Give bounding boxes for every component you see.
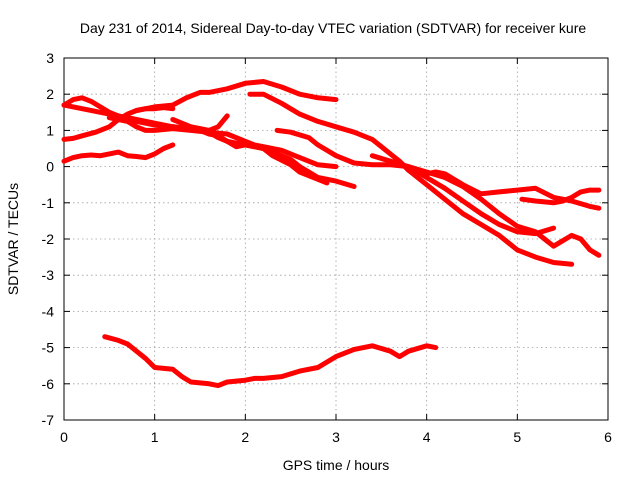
y-tick-label: 3 <box>46 50 54 66</box>
x-tick-label: 1 <box>151 429 159 445</box>
series-line-track-7 <box>170 113 230 133</box>
series-line-track-6 <box>134 79 339 113</box>
x-tick-label: 3 <box>332 429 340 445</box>
y-tick-label: -4 <box>42 303 55 319</box>
x-tick-label: 5 <box>513 429 521 445</box>
y-tick-label: -6 <box>42 376 55 392</box>
y-tick-label: -2 <box>42 231 55 247</box>
series-group <box>61 79 602 389</box>
grid <box>64 58 608 420</box>
y-tick-label: -3 <box>42 267 55 283</box>
y-tick-label: -7 <box>42 412 55 428</box>
series-line-track-12 <box>519 187 602 206</box>
series-line-track-2 <box>61 142 176 164</box>
y-tick-label: 1 <box>46 122 54 138</box>
y-tick-label: -5 <box>42 340 55 356</box>
y-axis-label: SDTVAR / TECUs <box>5 183 21 295</box>
y-tick-label: 0 <box>46 159 54 175</box>
x-tick-label: 6 <box>604 429 612 445</box>
series-line-track-11 <box>406 167 602 211</box>
series-line-track-13 <box>102 334 439 389</box>
series-line-track-10 <box>369 153 602 258</box>
x-tick-label: 4 <box>423 429 431 445</box>
y-tick-label: -1 <box>42 195 55 211</box>
x-axis-label: GPS time / hours <box>283 457 390 473</box>
chart-title: Day 231 of 2014, Sidereal Day-to-day VTE… <box>80 20 586 36</box>
series-line-track-4 <box>61 102 330 186</box>
axis-ticks: 0 1 2 3 4 5 6 -7 -6 -5 -4 -3 -2 -1 0 1 2 3 <box>42 50 613 445</box>
y-tick-label: 2 <box>46 86 54 102</box>
x-tick-label: 0 <box>60 429 68 445</box>
x-tick-label: 2 <box>241 429 249 445</box>
